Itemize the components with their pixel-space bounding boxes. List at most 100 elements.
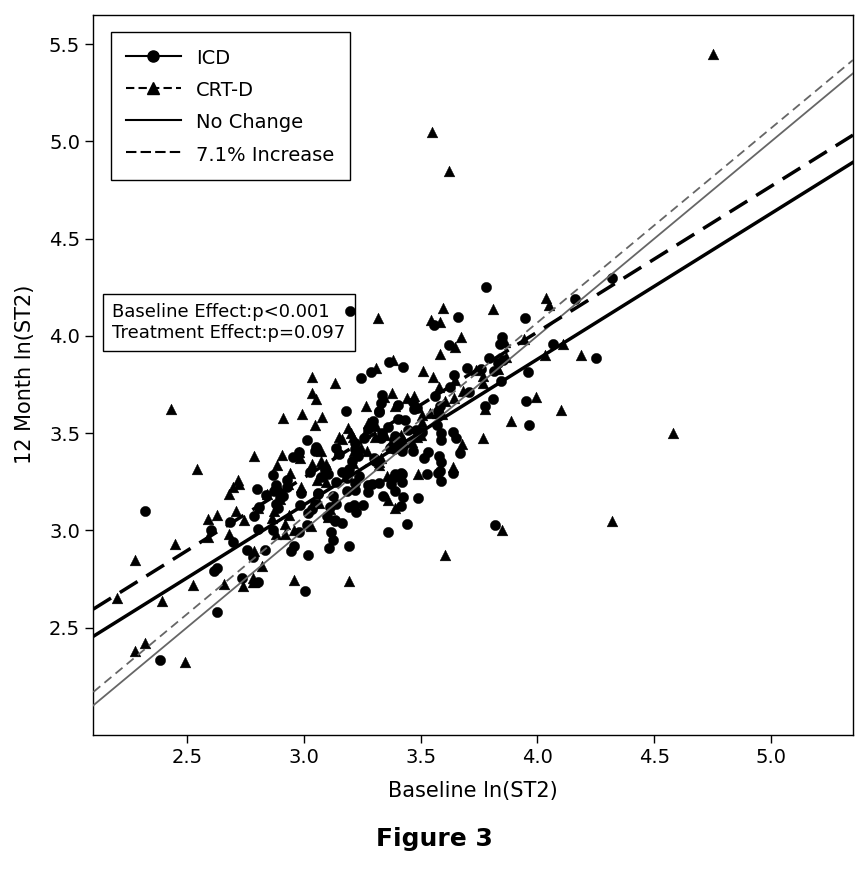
Point xyxy=(319,457,333,471)
Point xyxy=(397,489,411,503)
Point xyxy=(344,425,358,439)
Point xyxy=(342,500,356,514)
Point xyxy=(304,518,318,532)
Point xyxy=(405,396,419,410)
Point xyxy=(388,429,402,443)
Point xyxy=(204,523,218,537)
Point xyxy=(372,476,385,490)
Point xyxy=(356,498,370,512)
Point xyxy=(293,452,307,466)
Point xyxy=(322,541,336,555)
Point xyxy=(303,465,317,479)
Point xyxy=(387,442,401,456)
Point xyxy=(295,407,309,421)
Point xyxy=(479,281,493,295)
Point xyxy=(236,580,250,594)
Point xyxy=(307,418,321,432)
Point xyxy=(343,574,357,588)
Point xyxy=(269,478,283,492)
Point xyxy=(293,524,306,538)
Point xyxy=(374,396,388,410)
Point xyxy=(706,46,720,61)
Point xyxy=(554,403,568,417)
Point xyxy=(346,430,360,444)
Point xyxy=(395,475,409,489)
Point xyxy=(299,517,313,531)
Point xyxy=(294,481,308,495)
Point xyxy=(221,488,235,502)
Point xyxy=(372,458,386,472)
Point xyxy=(425,125,439,139)
Point xyxy=(385,353,399,367)
Point xyxy=(388,467,402,481)
Point xyxy=(361,417,375,431)
Point xyxy=(414,428,428,442)
Point xyxy=(539,291,553,305)
Point xyxy=(306,370,319,384)
Point xyxy=(395,444,409,458)
Point xyxy=(589,351,603,365)
Point xyxy=(375,426,389,440)
Point xyxy=(332,447,346,461)
Point xyxy=(394,466,408,480)
Point xyxy=(391,412,405,426)
Point xyxy=(434,433,448,447)
Point xyxy=(328,515,342,529)
Point xyxy=(324,500,338,514)
Y-axis label: 12 Month ln(ST2): 12 Month ln(ST2) xyxy=(15,285,35,465)
Point xyxy=(388,399,402,413)
Point xyxy=(272,481,286,496)
Point xyxy=(453,446,467,460)
Point xyxy=(420,467,434,481)
Point xyxy=(415,425,429,439)
Point xyxy=(392,431,406,446)
Point xyxy=(361,478,375,492)
Point xyxy=(495,331,509,345)
Point xyxy=(433,399,447,413)
Point xyxy=(349,505,363,519)
Point xyxy=(342,462,356,476)
Point xyxy=(411,467,425,481)
Point xyxy=(312,487,326,501)
Point xyxy=(445,460,459,474)
Point xyxy=(380,469,394,483)
Point xyxy=(279,517,293,531)
Point xyxy=(498,335,512,349)
Point xyxy=(426,369,440,383)
Point xyxy=(397,360,411,374)
Point xyxy=(326,533,339,547)
Point xyxy=(393,469,407,483)
Point xyxy=(364,417,378,431)
Point xyxy=(360,422,374,436)
Point xyxy=(250,482,264,496)
Point xyxy=(287,539,301,553)
Point xyxy=(372,455,386,469)
X-axis label: Baseline ln(ST2): Baseline ln(ST2) xyxy=(388,781,558,801)
Point xyxy=(210,605,224,619)
Point xyxy=(423,406,437,420)
Point xyxy=(361,485,375,499)
Point xyxy=(348,476,362,490)
Point xyxy=(164,402,178,416)
Point xyxy=(433,347,447,361)
Point xyxy=(542,297,556,311)
Point xyxy=(477,376,490,390)
Point xyxy=(388,501,402,515)
Point xyxy=(155,594,168,608)
Point xyxy=(335,517,349,531)
Point xyxy=(312,486,326,500)
Point xyxy=(447,391,461,405)
Point xyxy=(308,497,322,511)
Point xyxy=(226,535,240,549)
Point xyxy=(486,302,500,316)
Point xyxy=(306,502,319,516)
Point xyxy=(410,401,424,415)
Point xyxy=(348,436,362,450)
Point xyxy=(504,415,518,429)
Point xyxy=(272,501,286,515)
Point xyxy=(259,488,273,502)
Point xyxy=(454,330,468,344)
Point xyxy=(168,537,181,551)
Legend: ICD, CRT-D, No Change, 7.1% Increase: ICD, CRT-D, No Change, 7.1% Increase xyxy=(110,32,350,180)
Point xyxy=(269,527,283,541)
